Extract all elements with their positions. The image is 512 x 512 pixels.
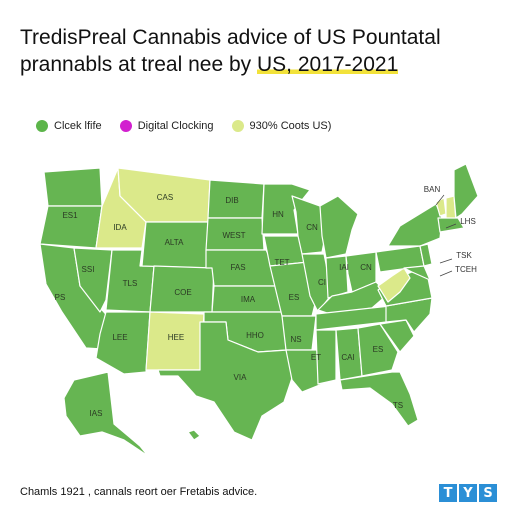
brand-letter-2: Y — [459, 484, 477, 502]
state-label-mt: CAS — [157, 193, 173, 202]
state-label-ca: PS — [55, 293, 66, 302]
state-ga[interactable] — [357, 323, 399, 377]
state-label-fl: TS — [393, 401, 403, 410]
outside-label-ne-top: BAN — [424, 185, 441, 194]
legend-swatch-3 — [231, 120, 244, 132]
state-md[interactable] — [403, 265, 431, 281]
legend-item-2: Digital Clocking — [119, 120, 214, 132]
state-la[interactable] — [285, 349, 323, 393]
state-ny[interactable] — [387, 203, 443, 247]
state-label-ok: HHO — [246, 331, 264, 340]
state-nv[interactable] — [73, 247, 113, 313]
state-label-tx: VIA — [234, 373, 248, 382]
outside-label-ne-mid: TSK — [456, 251, 472, 260]
states-layer — [39, 163, 479, 457]
state-ma[interactable] — [437, 217, 465, 233]
state-mn[interactable] — [261, 183, 311, 235]
brand-logo: T Y S — [437, 484, 497, 502]
legend-label-2: Digital Clocking — [137, 120, 214, 132]
state-label-ut: TLS — [123, 279, 138, 288]
state-label-ar: NS — [290, 335, 301, 344]
state-label-ks: IMA — [241, 295, 256, 304]
map-footer-note: Chamls 1921 , cannals reort oer Fretabis… — [20, 486, 258, 498]
state-label-in: IAI — [339, 263, 349, 272]
state-label-co: COE — [174, 288, 191, 297]
outside-label-ne-right: LHS — [460, 217, 476, 226]
state-labels-layer: ES1 PS IDA CAS SSI TLS LEE ALTA COE HEE DIB WEST FAS… — [55, 193, 403, 418]
state-label-oh: CN — [360, 263, 372, 272]
brand-letter-1: T — [439, 484, 457, 502]
state-label-nm: HEE — [168, 333, 184, 342]
map-legend: Clcek lfife Digital Clocking 930% Coots … — [36, 120, 349, 132]
state-me[interactable] — [453, 163, 479, 219]
state-in[interactable] — [325, 255, 349, 299]
state-label-ia: TET — [274, 258, 289, 267]
state-label-sd: WEST — [222, 231, 245, 240]
state-label-mn: HN — [272, 210, 284, 219]
state-wv[interactable] — [377, 267, 411, 303]
state-label-nd: DIB — [225, 196, 238, 205]
state-label-id: IDA — [113, 223, 127, 232]
state-ak[interactable] — [63, 371, 149, 457]
title-line-2-text: prannabls at treal nee by — [20, 53, 257, 76]
brand-letter-3: S — [479, 484, 497, 502]
state-label-or: ES1 — [62, 211, 78, 220]
state-hi[interactable] — [187, 429, 201, 441]
legend-label-1: Clcek lfife — [54, 120, 102, 132]
state-ms[interactable] — [315, 329, 337, 385]
outside-label-ne-low: TCEH — [455, 265, 477, 274]
outside-labels-layer: BAN LHS TSK TCEH — [424, 185, 477, 277]
state-label-il: CI — [318, 278, 326, 287]
state-mo[interactable] — [269, 261, 317, 317]
state-label-mo: ES — [289, 293, 300, 302]
title-highlight: US, 2017-2021 — [257, 53, 399, 76]
state-label-wi: CN — [306, 223, 318, 232]
state-label-ga: ES — [373, 345, 384, 354]
state-fl[interactable] — [339, 371, 419, 427]
state-label-ne: FAS — [230, 263, 245, 272]
state-tx[interactable] — [157, 321, 295, 441]
legend-item-3: 930% Coots US) — [231, 120, 332, 132]
state-ar[interactable] — [281, 315, 317, 351]
title-line-2: prannabls at treal nee by US, 2017-2021 — [20, 51, 500, 78]
legend-swatch-2 — [119, 120, 132, 132]
state-label-wy: ALTA — [165, 238, 184, 247]
map-title: TredisPreal Cannabis advice of US Pounta… — [20, 24, 500, 78]
state-nj[interactable] — [419, 243, 433, 267]
state-label-az: LEE — [112, 333, 127, 342]
state-label-al: CAI — [341, 353, 354, 362]
state-label-ak: IAS — [90, 409, 103, 418]
legend-item-1: Clcek lfife — [36, 120, 102, 132]
title-line-1: TredisPreal Cannabis advice of US Pounta… — [20, 26, 441, 49]
state-label-nv: SSI — [82, 265, 95, 274]
state-wa[interactable] — [43, 167, 103, 207]
state-az[interactable] — [95, 311, 151, 375]
legend-label-3: 930% Coots US) — [249, 120, 332, 132]
state-label-la: ET — [311, 353, 321, 362]
legend-swatch-1 — [36, 120, 48, 132]
state-mi[interactable] — [319, 195, 359, 259]
